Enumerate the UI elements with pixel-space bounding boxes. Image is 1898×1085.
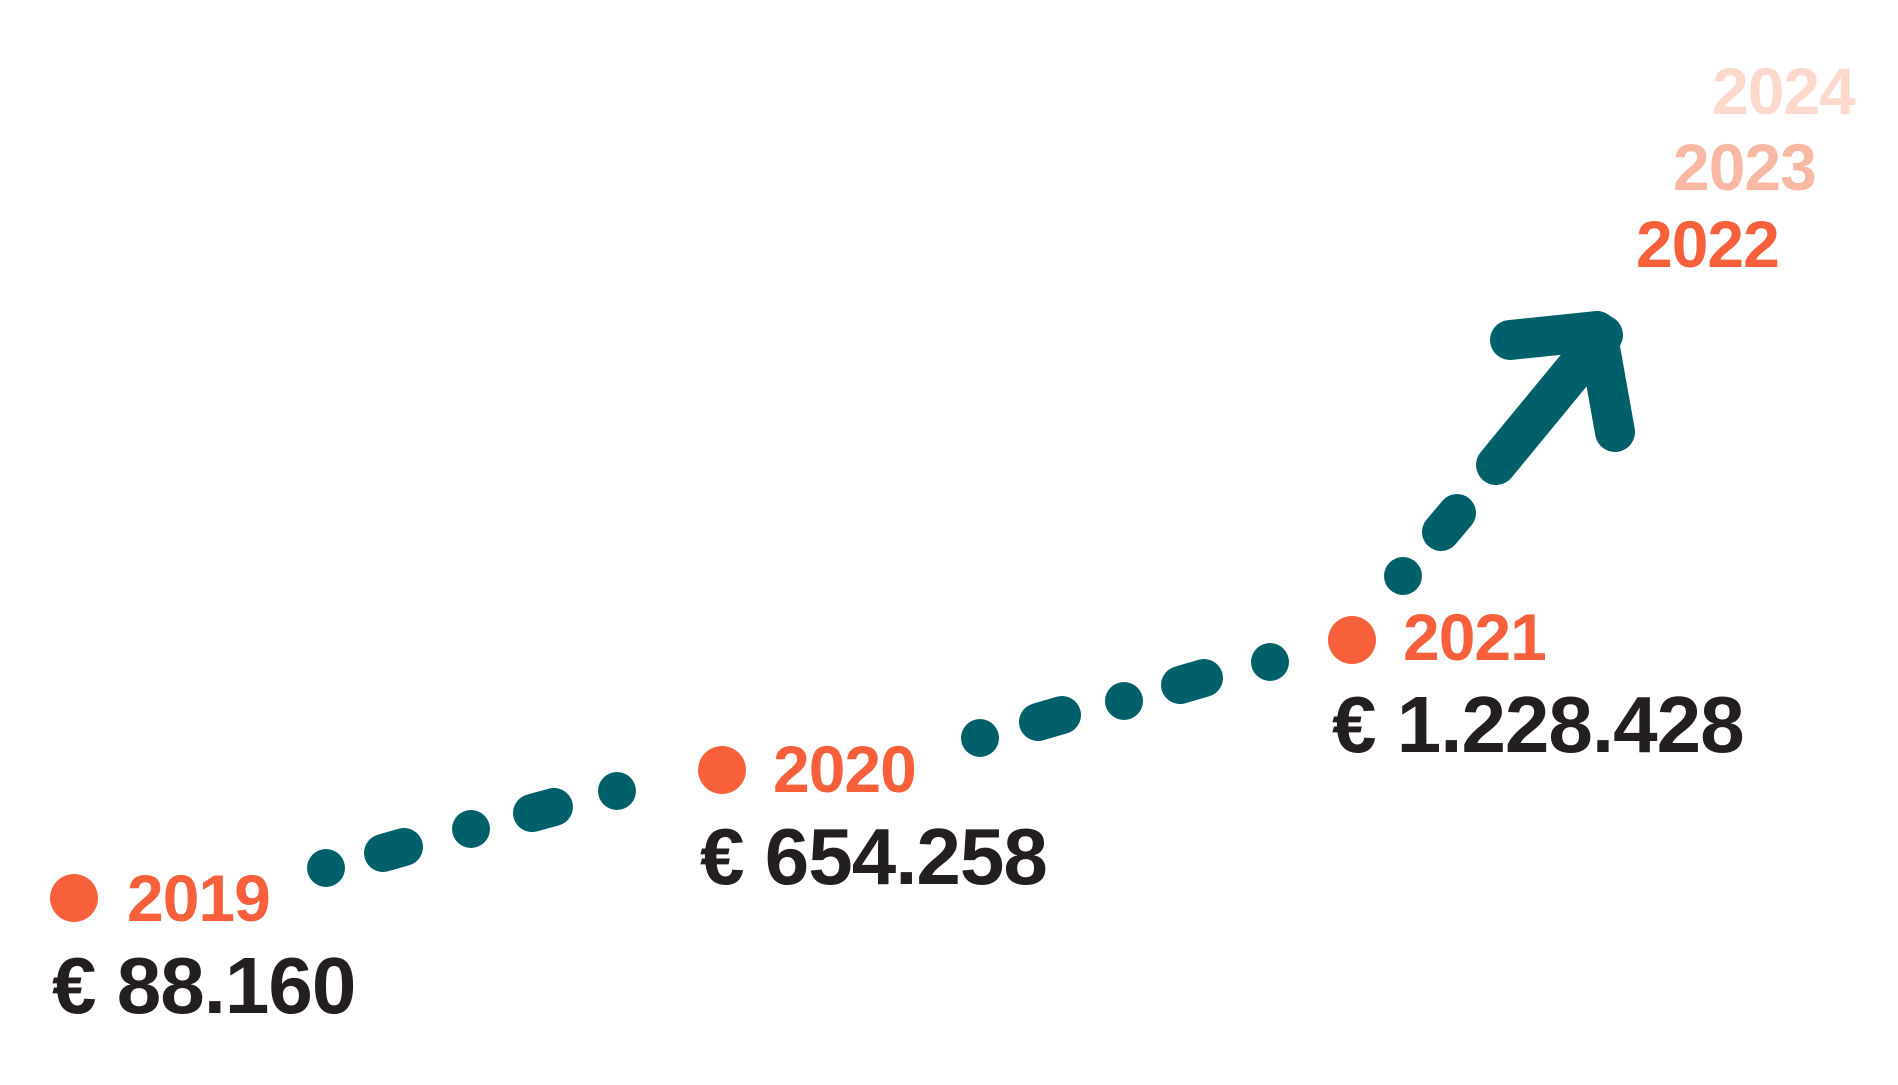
future-years: 2022 2023 2024 bbox=[1636, 54, 1857, 281]
milestone-year: 2020 bbox=[773, 732, 916, 806]
milestone-marker bbox=[50, 874, 98, 922]
path-dash bbox=[364, 828, 423, 872]
milestone-2021: 2021 € 1.228.428 bbox=[1328, 600, 1745, 769]
path-dash bbox=[513, 788, 573, 832]
milestone-amount: € 654.258 bbox=[700, 812, 1047, 901]
milestone-2019: 2019 € 88.160 bbox=[50, 861, 356, 1030]
milestone-marker bbox=[698, 746, 746, 794]
milestone-2020: 2020 € 654.258 bbox=[698, 732, 1048, 901]
milestone-marker bbox=[1328, 616, 1376, 664]
path-dash bbox=[1422, 494, 1476, 551]
milestone-amount: € 88.160 bbox=[52, 941, 355, 1030]
future-year-2022: 2022 bbox=[1636, 207, 1779, 281]
path-dash bbox=[1019, 696, 1081, 741]
future-year-2024: 2024 bbox=[1712, 54, 1856, 128]
milestone-amount: € 1.228.428 bbox=[1332, 680, 1744, 769]
milestone-year: 2019 bbox=[127, 861, 270, 935]
trend-up-arrow-icon bbox=[1476, 311, 1635, 485]
milestone-year: 2021 bbox=[1403, 600, 1546, 674]
future-year-2023: 2023 bbox=[1673, 130, 1816, 204]
path-dash bbox=[1161, 659, 1223, 704]
growth-path bbox=[307, 494, 1476, 887]
